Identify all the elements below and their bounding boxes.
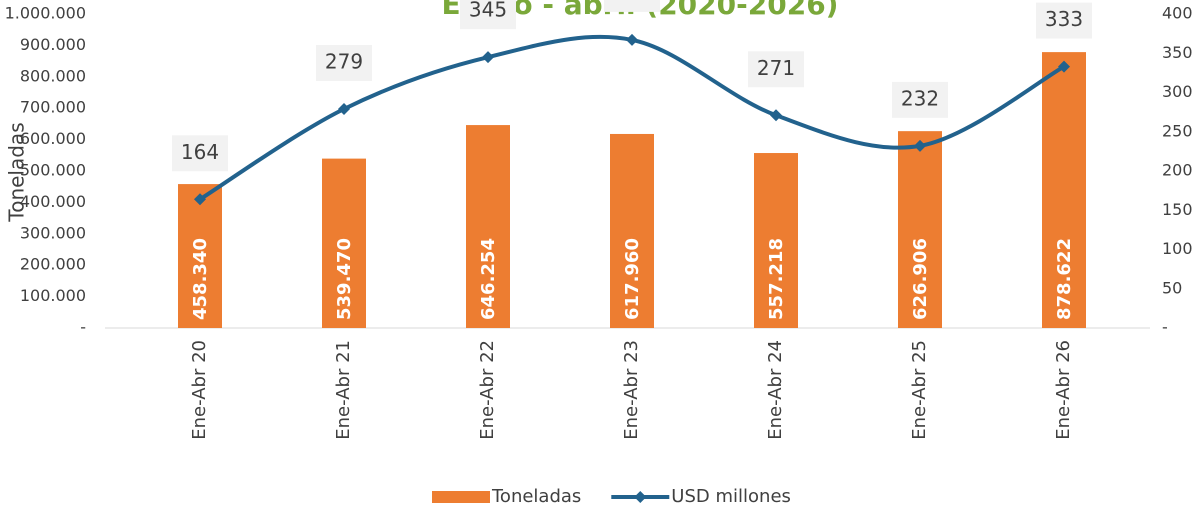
x-tick-label: Ene-Abr 24: [765, 340, 786, 440]
y2-tick-label: 150: [1162, 200, 1193, 219]
line-value-label: 279: [325, 49, 363, 73]
y-tick-label: 1.000.000: [5, 4, 86, 23]
x-tick-label: Ene-Abr 23: [621, 340, 642, 440]
y-tick-label: 700.000: [20, 98, 86, 117]
y2-tick-label: 400: [1162, 4, 1193, 23]
y2-tick-label: 200: [1162, 161, 1193, 180]
x-tick-label: Ene-Abr 20: [189, 340, 210, 440]
bar-value-label: 557.218: [766, 238, 787, 320]
label-box: [892, 81, 948, 118]
bar: [466, 125, 510, 329]
y-tick-label: 200.000: [20, 255, 86, 274]
bar-value-label: 617.960: [622, 238, 643, 320]
y2-tick-label: 100: [1162, 239, 1193, 258]
x-tick-label: Ene-Abr 22: [477, 340, 498, 440]
line-value-label: 232: [901, 86, 939, 110]
x-tick-label: Ene-Abr 26: [1053, 340, 1074, 440]
x-tick-label: Ene-Abr 25: [909, 340, 930, 440]
y-tick-label: 100.000: [20, 286, 86, 305]
y-tick-label: 400.000: [20, 192, 86, 211]
y2-tick-label: 300: [1162, 82, 1193, 101]
label-box: [1036, 2, 1092, 39]
label-box: [460, 0, 516, 30]
y2-tick-label: 250: [1162, 121, 1193, 140]
y-tick-label: 500.000: [20, 161, 86, 180]
line-marker: [194, 193, 206, 206]
line-value-label: 164: [181, 140, 219, 164]
bar: [898, 131, 942, 328]
line-value-label: 345: [469, 0, 507, 22]
label-box: [748, 51, 804, 88]
bar: [178, 184, 222, 328]
label-box: [604, 0, 660, 12]
bar-value-label: 646.254: [478, 238, 499, 320]
bar-value-label: 458.340: [190, 238, 211, 320]
y2-tick-label: -: [1162, 318, 1168, 337]
legend-label: Toneladas: [491, 486, 581, 507]
bar-value-label: 626.906: [910, 238, 931, 320]
y-tick-label: 800.000: [20, 66, 86, 85]
line-marker: [626, 33, 638, 46]
line-value-label: 367: [613, 0, 651, 4]
y2-tick-label: 50: [1162, 278, 1182, 297]
legend-marker: [634, 491, 647, 503]
line-marker: [482, 51, 494, 64]
line-marker: [338, 102, 350, 115]
bar: [610, 133, 654, 328]
line-marker: [770, 109, 782, 122]
bar: [322, 158, 366, 328]
y-tick-label: -: [80, 318, 86, 337]
line-marker: [1058, 60, 1070, 73]
x-tick-label: Ene-Abr 21: [333, 340, 354, 440]
y-axis-label: Toneladas: [5, 122, 29, 222]
legend-swatch: [432, 491, 490, 503]
line-value-label: 271: [757, 56, 795, 80]
bar: [754, 153, 798, 328]
legend-label: USD millones: [671, 486, 791, 507]
y-tick-label: 300.000: [20, 223, 86, 242]
label-box: [172, 135, 228, 172]
label-box: [316, 44, 372, 81]
y-tick-label: 900.000: [20, 35, 86, 54]
bar: [1042, 52, 1086, 328]
y2-tick-label: 350: [1162, 43, 1193, 62]
line-marker: [914, 139, 926, 152]
bar-value-label: 878.622: [1054, 238, 1075, 320]
y-tick-label: 600.000: [20, 129, 86, 148]
line-value-label: 333: [1045, 7, 1083, 31]
bar-value-label: 539.470: [334, 238, 355, 320]
